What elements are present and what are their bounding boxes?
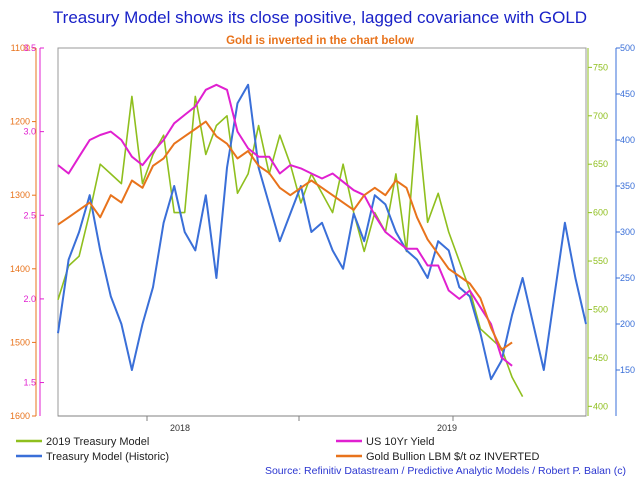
- y-tick-label: 450: [593, 353, 608, 363]
- y-tick-label: 300: [620, 227, 635, 237]
- y-tick-label: 2.5: [23, 210, 36, 220]
- y-tick-label: 1100: [11, 43, 30, 53]
- chart-title: Treasury Model shows its close positive,…: [53, 8, 587, 27]
- y-tick-label: 500: [593, 304, 608, 314]
- y-tick-label: 450: [620, 89, 635, 99]
- y-tick-label: 200: [620, 319, 635, 329]
- y-tick-label: 600: [593, 208, 608, 218]
- legend-label: Gold Bullion LBM $/t oz INVERTED: [366, 451, 539, 463]
- y-tick-label: 350: [620, 181, 635, 191]
- x-axis: 2018 2019: [58, 415, 586, 433]
- y-tick-label: 1.5: [23, 378, 36, 388]
- model-historic-axis: 500 450 400 350 300 250 200 150: [615, 43, 635, 416]
- y-tick-label: 150: [620, 365, 635, 375]
- legend-label: US 10Yr Yield: [366, 436, 434, 448]
- y-tick-label: 1500: [10, 337, 30, 347]
- model-2019-axis: 750 700 650 600 550 500 450 400: [587, 48, 608, 416]
- y-tick-label: 3.0: [23, 127, 36, 137]
- x-tick-label: 2018: [170, 423, 190, 433]
- y-tick-label: 750: [593, 62, 608, 72]
- legend-label: Treasury Model (Historic): [46, 451, 169, 463]
- legend-label: 2019 Treasury Model: [46, 436, 149, 448]
- y-tick-label: 700: [593, 111, 608, 121]
- series-line-treasury-model-historic: [57, 83, 587, 381]
- y-tick-label: 1400: [10, 264, 30, 274]
- yield-axis: 3.5 3.0 2.5 2.0 1.5: [23, 43, 44, 416]
- y-tick-label: 250: [620, 273, 635, 283]
- y-tick-label: 550: [593, 256, 608, 266]
- series-line-us-10yr-yield: [57, 83, 513, 367]
- y-tick-label: 400: [620, 135, 635, 145]
- y-tick-label: 3.5: [23, 43, 36, 53]
- y-tick-label: 1300: [10, 190, 30, 200]
- x-tick-label: 2019: [437, 423, 457, 433]
- y-tick-label: 650: [593, 159, 608, 169]
- series-line-gold-bullion-lbm-t-oz-inverted: [57, 120, 513, 351]
- chart-subtitle: Gold is inverted in the chart below: [226, 35, 414, 47]
- plot-area: [57, 47, 587, 417]
- gold-inverted-axis: 1100 1200 1300 1400 1500 1600: [10, 43, 37, 421]
- y-tick-label: 1200: [10, 117, 30, 127]
- y-tick-label: 500: [620, 43, 635, 53]
- series-layer: [57, 83, 587, 397]
- legend: 2019 Treasury Model US 10Yr Yield Treasu…: [16, 436, 539, 463]
- source-note: Source: Refinitiv Datastream / Predictiv…: [265, 465, 626, 477]
- y-tick-label: 400: [593, 401, 608, 411]
- y-tick-label: 1600: [10, 411, 30, 421]
- y-tick-label: 2.0: [23, 294, 36, 304]
